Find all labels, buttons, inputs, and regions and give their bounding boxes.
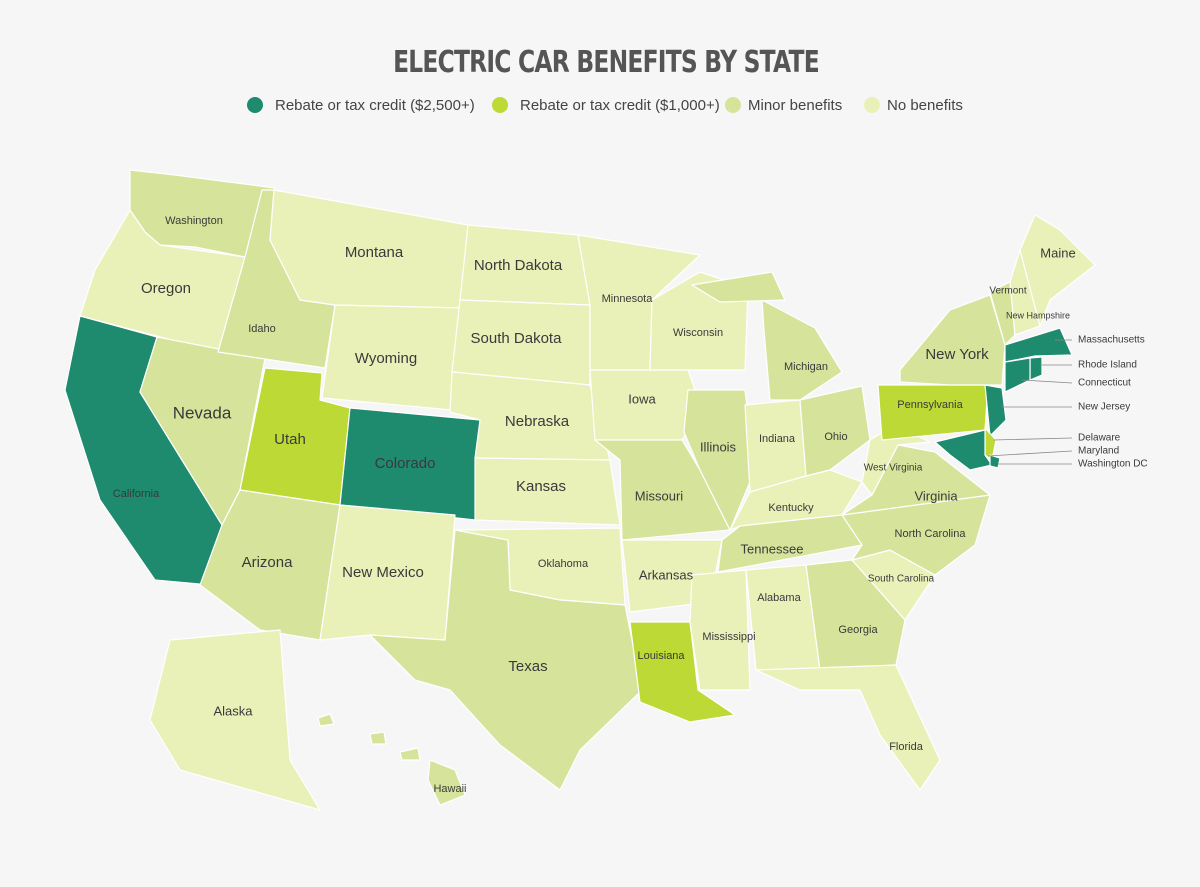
state-label: New Hampshire xyxy=(1006,310,1070,320)
state-label: South Dakota xyxy=(471,330,563,347)
state-label: Wisconsin xyxy=(673,327,723,339)
state-label: Alabama xyxy=(757,592,801,604)
state-label: Louisiana xyxy=(637,650,685,662)
legend-label: Rebate or tax credit ($2,500+) xyxy=(275,97,475,114)
state-label: Ohio xyxy=(824,431,847,443)
state-label: Maine xyxy=(1040,245,1075,260)
state-label: Nebraska xyxy=(505,413,570,430)
state-label: Pennsylvania xyxy=(897,399,963,411)
state-shape xyxy=(841,494,991,576)
state-shape xyxy=(399,747,421,761)
state-shape xyxy=(761,299,843,401)
state-label: Wyoming xyxy=(355,350,417,367)
state-label: Washington xyxy=(165,215,223,227)
state-shape xyxy=(861,424,931,496)
state-label: Georgia xyxy=(838,624,878,636)
state-shape xyxy=(989,454,1001,469)
state-label: Texas xyxy=(508,658,547,675)
state-label: Maryland xyxy=(1078,446,1119,457)
legend-swatch xyxy=(864,97,880,113)
state-shape xyxy=(799,385,871,477)
states xyxy=(64,169,1096,811)
state-shape xyxy=(427,759,466,806)
state-shape xyxy=(1004,327,1073,363)
state-label: Utah xyxy=(274,431,306,448)
legend-swatch xyxy=(725,97,741,113)
state-label: Illinois xyxy=(700,439,737,454)
state-label: North Carolina xyxy=(895,528,967,540)
state-shape xyxy=(691,271,786,303)
state-label: Virginia xyxy=(914,488,958,503)
state-label: Nevada xyxy=(173,403,232,422)
state-label: New Jersey xyxy=(1078,402,1130,413)
state-label: Massachusetts xyxy=(1078,335,1145,346)
legend: Rebate or tax credit ($2,500+) Rebate or… xyxy=(247,97,963,114)
state-label: Hawaii xyxy=(433,783,466,795)
state-label: Florida xyxy=(889,741,924,753)
state-label: Missouri xyxy=(635,488,684,503)
state-labels: Washington Oregon California Nevada Idah… xyxy=(113,215,1148,795)
state-label: Colorado xyxy=(375,455,436,472)
state-label: Arkansas xyxy=(639,567,694,582)
state-label: Oregon xyxy=(141,280,191,297)
state-shape xyxy=(689,569,751,691)
state-shape xyxy=(1019,214,1096,327)
state-shape xyxy=(805,559,906,671)
state-label: Mississippi xyxy=(702,631,755,643)
legend-label: Minor benefits xyxy=(748,97,842,114)
legend-label: No benefits xyxy=(887,97,963,114)
state-label: West Virginia xyxy=(864,463,923,474)
legend-swatch xyxy=(247,97,263,113)
state-shape xyxy=(149,629,321,811)
state-shape xyxy=(899,294,1006,386)
state-label: Delaware xyxy=(1078,433,1121,444)
state-label: Vermont xyxy=(989,286,1026,297)
state-label: New Mexico xyxy=(342,564,424,581)
state-label: Kentucky xyxy=(768,502,814,514)
state-shape xyxy=(317,713,335,727)
state-shape xyxy=(984,384,1007,437)
state-shape xyxy=(877,384,989,441)
state-label: Iowa xyxy=(628,391,656,406)
leader-line xyxy=(993,437,1073,441)
state-label: Oklahoma xyxy=(538,558,589,570)
state-label: Alaska xyxy=(213,703,253,718)
state-shape xyxy=(369,529,643,791)
state-shape xyxy=(1004,357,1031,393)
map-title: ELECTRIC CAR BENEFITS BY STATE xyxy=(393,45,819,80)
state-shape xyxy=(1029,356,1043,381)
state-label: North Dakota xyxy=(474,257,563,274)
state-label: Kansas xyxy=(516,478,566,495)
state-label: Michigan xyxy=(784,361,828,373)
state-shape xyxy=(755,664,941,791)
state-label: Tennessee xyxy=(741,541,804,556)
state-label: South Carolina xyxy=(868,574,935,585)
state-shape xyxy=(474,457,621,526)
legend-swatch xyxy=(492,97,508,113)
state-label: Rhode Island xyxy=(1078,360,1137,371)
state-label: Arizona xyxy=(242,554,294,571)
state-label: Idaho xyxy=(248,323,276,335)
state-label: California xyxy=(113,488,160,500)
state-shape xyxy=(841,444,991,516)
leader-line xyxy=(1021,379,1073,384)
state-shape xyxy=(369,731,387,745)
legend-label: Rebate or tax credit ($1,000+) xyxy=(520,97,720,114)
state-label: Minnesota xyxy=(602,293,654,305)
state-label: New York xyxy=(925,346,989,363)
leader-line xyxy=(987,450,1073,457)
state-label: Indiana xyxy=(759,433,796,445)
state-label: Montana xyxy=(345,244,404,261)
state-label: Washington DC xyxy=(1078,459,1148,470)
state-label: Connecticut xyxy=(1078,378,1131,389)
